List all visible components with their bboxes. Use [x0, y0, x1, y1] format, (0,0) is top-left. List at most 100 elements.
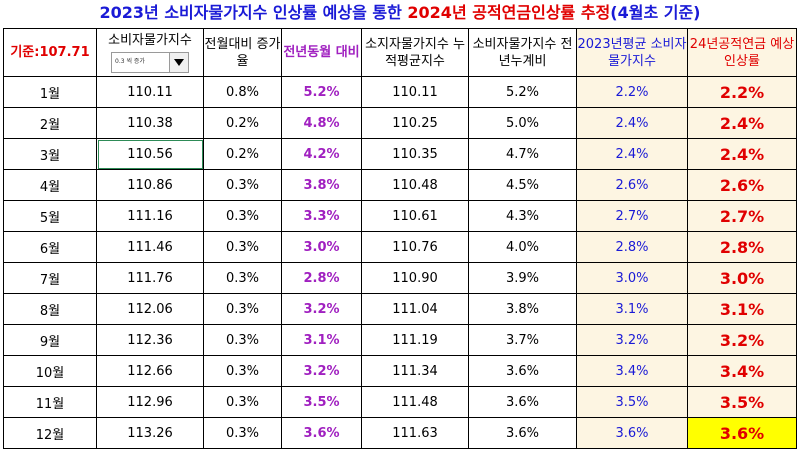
cell-avg2023[interactable]: 2.2% — [576, 76, 688, 108]
cell-cumavg[interactable]: 110.11 — [361, 76, 469, 108]
cell-cumratio[interactable]: 4.5% — [468, 169, 577, 201]
cell-mom[interactable]: 0.3% — [203, 200, 282, 232]
cell-cpi[interactable]: 112.36 — [96, 324, 204, 356]
cell-cumratio[interactable]: 3.6% — [468, 417, 577, 449]
cell-month[interactable]: 1월 — [3, 76, 97, 108]
cell-yoy[interactable]: 3.2% — [281, 293, 362, 325]
cell-avg2023[interactable]: 3.2% — [576, 324, 688, 356]
cell-yoy[interactable]: 3.6% — [281, 417, 362, 449]
cell-cumavg[interactable]: 111.19 — [361, 324, 469, 356]
cell-mom[interactable]: 0.3% — [203, 262, 282, 294]
cell-cpi[interactable]: 110.11 — [96, 76, 204, 108]
cell-cumratio[interactable]: 5.2% — [468, 76, 577, 108]
cell-cpi[interactable]: 111.76 — [96, 262, 204, 294]
cell-cumavg[interactable]: 111.48 — [361, 386, 469, 418]
cell-cumratio[interactable]: 3.8% — [468, 293, 577, 325]
cell-mom[interactable]: 0.8% — [203, 76, 282, 108]
cell-yoy[interactable]: 3.5% — [281, 386, 362, 418]
cell-mom[interactable]: 0.3% — [203, 355, 282, 387]
cell-month[interactable]: 12월 — [3, 417, 97, 449]
cell-cumratio[interactable]: 3.6% — [468, 386, 577, 418]
cell-mom[interactable]: 0.3% — [203, 324, 282, 356]
cell-month[interactable]: 7월 — [3, 262, 97, 294]
cell-avg2023[interactable]: 3.6% — [576, 417, 688, 449]
increment-dropdown[interactable]: 0.3 씩 증가 — [111, 52, 189, 73]
cell-yoy[interactable]: 4.8% — [281, 107, 362, 139]
cell-pension[interactable]: 3.0% — [687, 262, 797, 294]
page-title: 2023년 소비자물가지수 인상률 예상을 통한 2024년 공적연금인상률 추… — [0, 0, 800, 26]
cell-month[interactable]: 9월 — [3, 324, 97, 356]
cell-month[interactable]: 5월 — [3, 200, 97, 232]
cell-pension[interactable]: 3.5% — [687, 386, 797, 418]
cell-cpi[interactable]: 111.46 — [96, 231, 204, 263]
cell-mom[interactable]: 0.3% — [203, 231, 282, 263]
cell-pension[interactable]: 3.6% — [687, 417, 797, 449]
cell-pension[interactable]: 3.4% — [687, 355, 797, 387]
cell-month[interactable]: 2월 — [3, 107, 97, 139]
cell-mom[interactable]: 0.2% — [203, 138, 282, 170]
chevron-down-icon[interactable] — [169, 53, 188, 72]
cell-cumratio[interactable]: 4.0% — [468, 231, 577, 263]
cell-avg2023[interactable]: 2.4% — [576, 107, 688, 139]
cell-pension[interactable]: 2.7% — [687, 200, 797, 232]
cell-cumavg[interactable]: 111.34 — [361, 355, 469, 387]
cell-mom[interactable]: 0.3% — [203, 417, 282, 449]
cell-pension[interactable]: 2.8% — [687, 231, 797, 263]
cell-avg2023[interactable]: 3.0% — [576, 262, 688, 294]
cell-month[interactable]: 3월 — [3, 138, 97, 170]
cell-cumavg[interactable]: 111.04 — [361, 293, 469, 325]
cell-pension[interactable]: 2.6% — [687, 169, 797, 201]
cell-cumavg[interactable]: 110.25 — [361, 107, 469, 139]
cell-cumratio[interactable]: 4.7% — [468, 138, 577, 170]
cell-avg2023[interactable]: 3.4% — [576, 355, 688, 387]
cell-avg2023[interactable]: 3.5% — [576, 386, 688, 418]
cell-pension[interactable]: 3.2% — [687, 324, 797, 356]
cell-yoy[interactable]: 3.0% — [281, 231, 362, 263]
cell-mom[interactable]: 0.2% — [203, 107, 282, 139]
cell-cpi[interactable]: 110.38 — [96, 107, 204, 139]
cell-cumavg[interactable]: 110.76 — [361, 231, 469, 263]
cell-month[interactable]: 11월 — [3, 386, 97, 418]
cell-month[interactable]: 6월 — [3, 231, 97, 263]
cell-mom[interactable]: 0.3% — [203, 293, 282, 325]
cell-cpi[interactable]: 112.96 — [96, 386, 204, 418]
cell-month[interactable]: 4월 — [3, 169, 97, 201]
cell-month[interactable]: 8월 — [3, 293, 97, 325]
cell-cumavg[interactable]: 110.61 — [361, 200, 469, 232]
cell-cpi[interactable]: 110.86 — [96, 169, 204, 201]
cell-cumavg[interactable]: 110.90 — [361, 262, 469, 294]
cell-cumratio[interactable]: 5.0% — [468, 107, 577, 139]
cell-pension[interactable]: 3.1% — [687, 293, 797, 325]
cell-yoy[interactable]: 3.1% — [281, 324, 362, 356]
cell-cpi[interactable]: 110.56 — [96, 138, 204, 170]
cell-avg2023[interactable]: 2.8% — [576, 231, 688, 263]
cell-pension[interactable]: 2.2% — [687, 76, 797, 108]
table-row: 12월 113.26 0.3% 3.6% 111.63 3.6% 3.6% 3.6% — [3, 417, 797, 449]
cell-cumratio[interactable]: 3.6% — [468, 355, 577, 387]
cell-yoy[interactable]: 5.2% — [281, 76, 362, 108]
cell-cpi[interactable]: 112.66 — [96, 355, 204, 387]
cell-cpi[interactable]: 113.26 — [96, 417, 204, 449]
cell-month[interactable]: 10월 — [3, 355, 97, 387]
cell-avg2023[interactable]: 2.4% — [576, 138, 688, 170]
cell-yoy[interactable]: 3.8% — [281, 169, 362, 201]
cell-mom[interactable]: 0.3% — [203, 386, 282, 418]
cell-cumratio[interactable]: 4.3% — [468, 200, 577, 232]
cell-yoy[interactable]: 3.2% — [281, 355, 362, 387]
cell-pension[interactable]: 2.4% — [687, 107, 797, 139]
cell-cumratio[interactable]: 3.9% — [468, 262, 577, 294]
cell-yoy[interactable]: 4.2% — [281, 138, 362, 170]
cell-cpi[interactable]: 111.16 — [96, 200, 204, 232]
cell-avg2023[interactable]: 3.1% — [576, 293, 688, 325]
cell-cumavg[interactable]: 111.63 — [361, 417, 469, 449]
cell-cumavg[interactable]: 110.35 — [361, 138, 469, 170]
cell-cumavg[interactable]: 110.48 — [361, 169, 469, 201]
cell-avg2023[interactable]: 2.7% — [576, 200, 688, 232]
cell-cpi[interactable]: 112.06 — [96, 293, 204, 325]
cell-avg2023[interactable]: 2.6% — [576, 169, 688, 201]
cell-pension[interactable]: 2.4% — [687, 138, 797, 170]
cell-yoy[interactable]: 2.8% — [281, 262, 362, 294]
cell-yoy[interactable]: 3.3% — [281, 200, 362, 232]
cell-cumratio[interactable]: 3.7% — [468, 324, 577, 356]
cell-mom[interactable]: 0.3% — [203, 169, 282, 201]
